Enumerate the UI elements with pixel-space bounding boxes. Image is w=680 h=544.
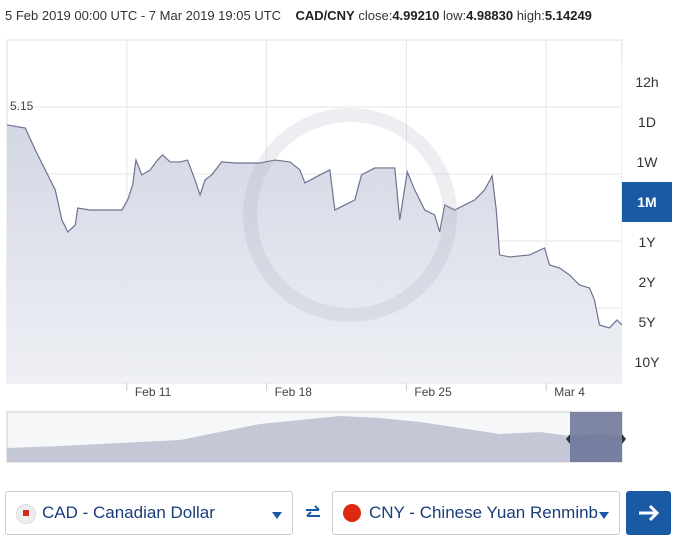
from-select[interactable]: CAD - Canadian Dollar [5, 491, 293, 535]
y-tick-label: 5.15 [10, 99, 34, 113]
navigator-window[interactable] [570, 412, 622, 462]
from-currency: CAD - Canadian Dollar [42, 503, 215, 522]
to-currency: CNY - Chinese Yuan Renminb [369, 503, 599, 522]
x-tick-label: Feb 18 [275, 385, 313, 399]
high: 5.14249 [544, 8, 592, 23]
high-label: high: [516, 8, 545, 23]
range-button[interactable]: 2Y [622, 262, 672, 302]
pair: CAD/CNY [295, 8, 355, 23]
go-button[interactable] [626, 491, 671, 535]
date-range: 5 Feb 2019 00:00 UTC - 7 Mar 2019 19:05 … [5, 8, 282, 23]
range-button[interactable]: 10Y [622, 342, 672, 382]
range-button[interactable]: 12h [622, 62, 672, 102]
watermark [243, 108, 457, 322]
swap-icon[interactable] [303, 503, 323, 523]
low-label: low: [442, 8, 467, 23]
chart-header: 5 Feb 2019 00:00 UTC - 7 Mar 2019 19:05 … [5, 8, 592, 23]
to-select[interactable]: CNY - Chinese Yuan Renminb [332, 491, 620, 535]
low: 4.98830 [466, 8, 514, 23]
close-label: close: [358, 8, 393, 23]
x-tick-label: Feb 25 [414, 385, 452, 399]
range-button[interactable]: 1Y [622, 222, 672, 262]
range-button[interactable]: 1D [622, 102, 672, 142]
range-button[interactable]: 5Y [622, 302, 672, 342]
x-tick-label: Mar 4 [554, 385, 585, 399]
rate-line [6, 124, 623, 329]
marks [6, 124, 623, 383]
range-button[interactable]: 1M [622, 182, 672, 222]
navigator-area [7, 416, 622, 462]
close: 4.99210 [392, 8, 440, 23]
range-button[interactable]: 1W [622, 142, 672, 182]
x-tick-label: Feb 11 [135, 385, 172, 399]
area-fill [7, 124, 622, 383]
arrow-icon [639, 504, 660, 522]
